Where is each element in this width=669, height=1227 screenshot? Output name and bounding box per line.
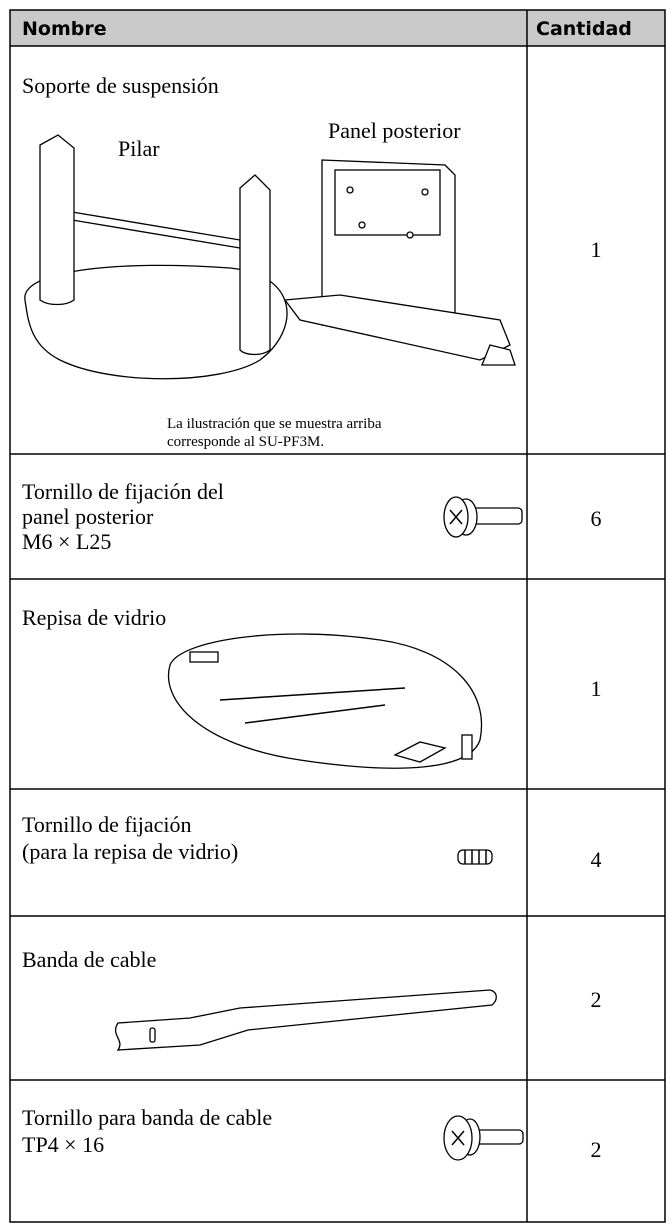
part-name: Banda de cable [22, 947, 156, 972]
part-name: Repisa de vidrio [22, 605, 166, 630]
part-name: Soporte de suspensión [22, 73, 219, 98]
quantity: 2 [591, 1137, 602, 1162]
screw-illustration [457, 849, 493, 865]
part-name: M6 × L25 [22, 529, 111, 554]
glass-shelf-illustration [168, 633, 483, 769]
quantity: 1 [591, 676, 602, 701]
header-name: Nombre [22, 18, 107, 40]
table-grid [9, 9, 666, 1223]
quantity: 1 [591, 237, 602, 262]
part-name: (para la repisa de vidrio) [22, 839, 238, 864]
part-name: Tornillo de fijación [22, 812, 192, 837]
stand-illustration [24, 134, 516, 380]
illustration-note: corresponde al SU-PF3M. [167, 434, 324, 450]
illustration-label: Panel posterior [328, 118, 461, 143]
screw-illustration [443, 1115, 524, 1161]
illustration-note: La ilustración que se muestra arriba [167, 416, 382, 432]
illustration-label: Pilar [118, 136, 160, 161]
header-quantity: Cantidad [536, 18, 632, 40]
part-name: TP4 × 16 [22, 1132, 104, 1157]
quantity: 4 [591, 847, 602, 872]
part-name: panel posterior [22, 504, 154, 529]
cable-band-illustration [114, 989, 497, 1051]
screw-illustration [443, 496, 523, 538]
part-name: Tornillo de fijación del [22, 479, 224, 504]
part-name: Tornillo para banda de cable [22, 1105, 272, 1130]
quantity: 2 [591, 987, 602, 1012]
header-background [10, 10, 665, 46]
quantity: 6 [591, 506, 602, 531]
